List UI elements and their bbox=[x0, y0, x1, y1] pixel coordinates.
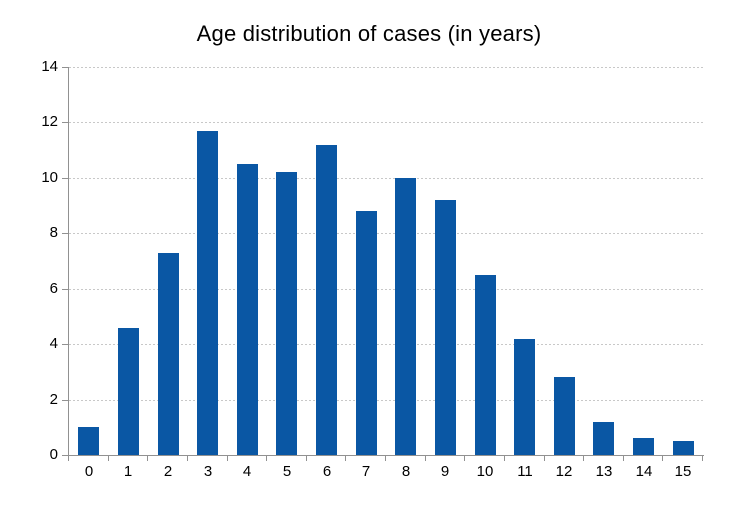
y-axis-label: 8 bbox=[49, 224, 58, 242]
gridline bbox=[69, 67, 703, 68]
x-axis-tick bbox=[504, 455, 505, 461]
x-axis-label: 14 bbox=[635, 463, 653, 480]
y-axis-tick bbox=[62, 233, 68, 235]
x-axis-tick bbox=[345, 455, 346, 461]
x-axis-label: 8 bbox=[401, 463, 411, 480]
x-axis-tick bbox=[306, 455, 307, 461]
gridline bbox=[69, 344, 703, 346]
x-axis-tick bbox=[425, 455, 426, 461]
x-axis-tick bbox=[266, 455, 267, 461]
bar bbox=[435, 200, 456, 455]
x-axis-line bbox=[68, 455, 704, 456]
x-axis-tick bbox=[108, 455, 109, 461]
y-axis-label: 2 bbox=[49, 390, 58, 408]
chart-title: Age distribution of cases (in years) bbox=[196, 21, 542, 46]
x-axis-tick bbox=[227, 455, 228, 461]
gridline bbox=[69, 233, 703, 235]
y-axis-label: 0 bbox=[49, 446, 58, 463]
x-axis-label: 2 bbox=[163, 463, 173, 480]
x-axis-label: 9 bbox=[440, 463, 450, 480]
x-axis-tick bbox=[68, 455, 69, 461]
gridline bbox=[69, 177, 703, 179]
y-axis-label: 14 bbox=[41, 58, 58, 75]
y-axis-tick bbox=[62, 67, 68, 68]
bar bbox=[276, 172, 297, 455]
x-axis-label: 5 bbox=[282, 463, 292, 480]
x-axis-tick bbox=[385, 455, 386, 461]
x-axis-tick bbox=[147, 455, 148, 461]
y-axis-label: 6 bbox=[49, 279, 58, 297]
bar bbox=[197, 131, 218, 455]
x-axis-label: 12 bbox=[555, 463, 573, 480]
x-axis-label: 10 bbox=[476, 463, 494, 480]
y-axis-tick bbox=[62, 177, 68, 179]
bar bbox=[356, 211, 377, 455]
bar bbox=[673, 441, 694, 455]
gridline bbox=[69, 122, 703, 124]
x-axis-tick bbox=[662, 455, 663, 461]
x-axis-tick bbox=[544, 455, 545, 461]
x-axis-label: 15 bbox=[674, 463, 692, 480]
bar bbox=[316, 145, 337, 455]
x-axis-label: 4 bbox=[242, 463, 252, 480]
bar bbox=[514, 339, 535, 455]
x-axis-label: 1 bbox=[123, 463, 133, 480]
plot-area bbox=[69, 67, 703, 455]
x-axis-tick bbox=[623, 455, 624, 461]
bar bbox=[593, 422, 614, 455]
y-axis-tick bbox=[62, 122, 68, 124]
x-axis-tick bbox=[583, 455, 584, 461]
x-axis-tick bbox=[464, 455, 465, 461]
x-axis-label: 13 bbox=[595, 463, 613, 480]
bar bbox=[78, 427, 99, 455]
y-axis-tick bbox=[62, 344, 68, 346]
y-axis-label: 10 bbox=[41, 168, 58, 186]
bar bbox=[554, 377, 575, 455]
x-axis-label: 11 bbox=[517, 463, 533, 480]
x-axis-label: 0 bbox=[84, 463, 94, 480]
y-axis-line bbox=[68, 67, 69, 456]
y-axis-tick bbox=[62, 288, 68, 290]
x-axis-label: 6 bbox=[322, 463, 332, 480]
bar bbox=[475, 275, 496, 455]
y-axis-label: 4 bbox=[49, 335, 58, 353]
x-axis-tick bbox=[702, 455, 703, 461]
gridline bbox=[69, 399, 703, 401]
x-axis-label: 7 bbox=[361, 463, 371, 480]
bar bbox=[395, 178, 416, 455]
y-axis-label: 12 bbox=[41, 113, 58, 131]
x-axis-tick bbox=[187, 455, 188, 461]
bar bbox=[237, 164, 258, 455]
gridline bbox=[69, 288, 703, 290]
bar bbox=[633, 438, 654, 455]
y-axis-tick bbox=[62, 455, 68, 456]
x-axis-label: 3 bbox=[203, 463, 213, 480]
bar bbox=[118, 328, 139, 455]
bar bbox=[158, 253, 179, 455]
y-axis-tick bbox=[62, 399, 68, 401]
